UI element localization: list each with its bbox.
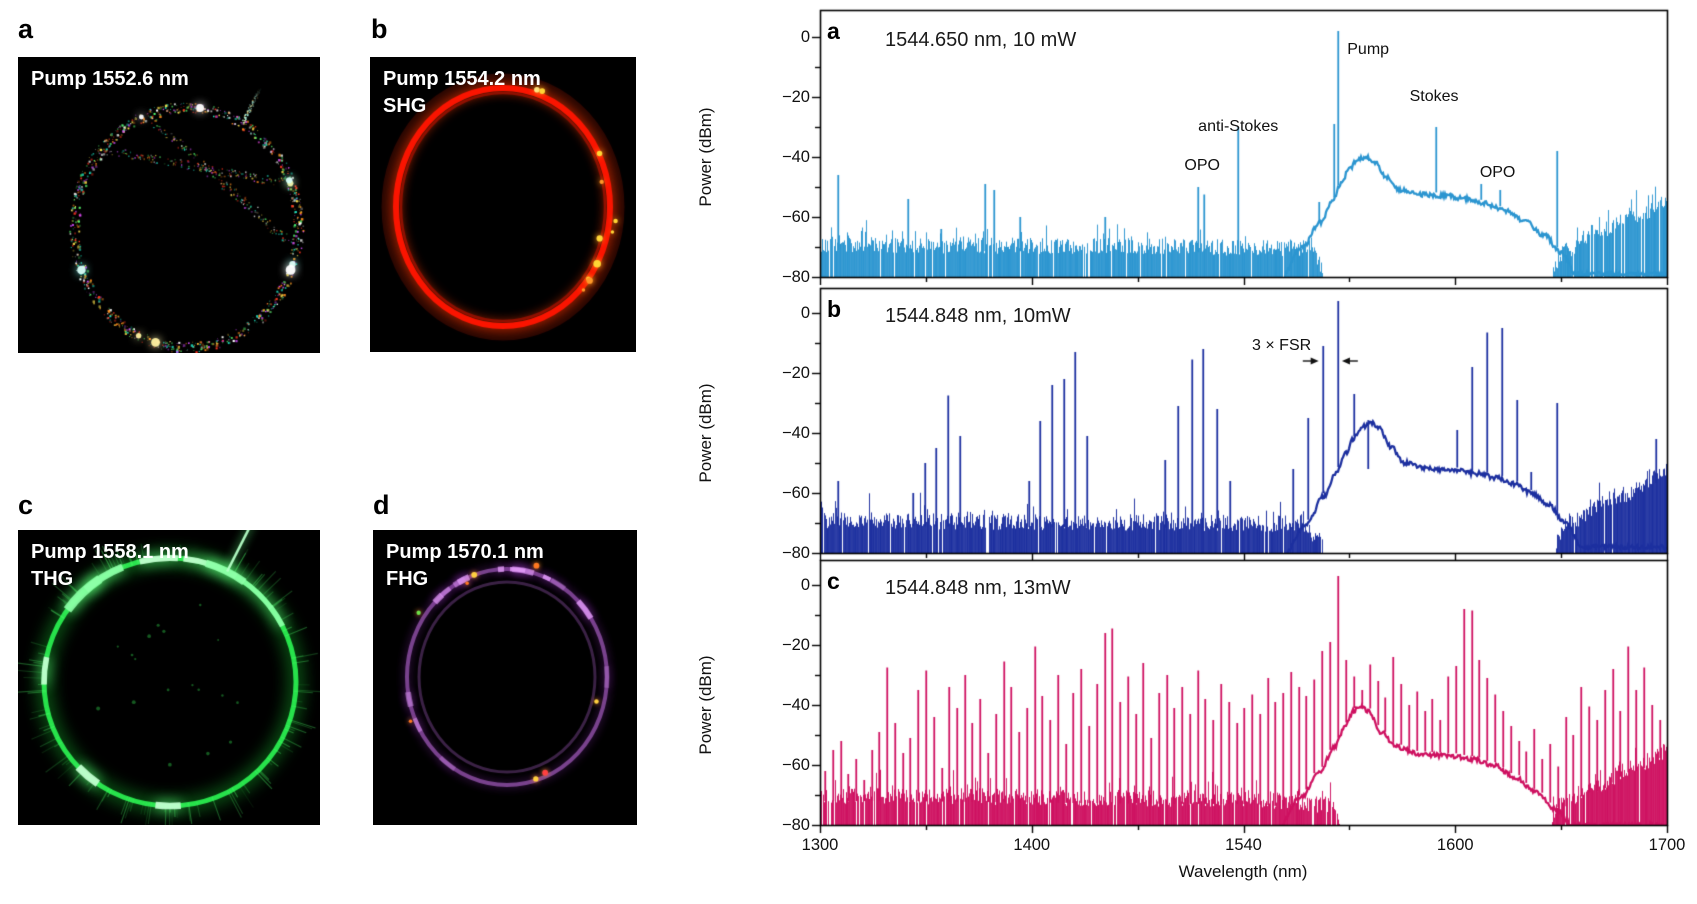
spectrum-panel-letter-a: a: [827, 18, 840, 44]
y-tick-label: −80: [782, 816, 810, 834]
spectrum-title-c: 1544.848 nm, 13mW: [885, 577, 1071, 599]
x-axis-label: Wavelength (nm): [1178, 862, 1308, 881]
spectrum-title-b: 1544.848 nm, 10mW: [885, 305, 1071, 327]
y-tick-label: 0: [800, 28, 810, 46]
y-tick-label: −20: [782, 88, 810, 106]
y-tick-label: −40: [782, 424, 810, 442]
y-tick-label: −40: [782, 696, 810, 714]
x-tick-label: 1700: [1648, 836, 1686, 854]
y-tick-label: −80: [782, 268, 810, 286]
spectrum-panel-letter-b: b: [827, 296, 842, 322]
y-axis-label-a: Power (dBm): [696, 107, 715, 207]
y-tick-label: −60: [782, 208, 810, 226]
y-axis-label-b: Power (dBm): [696, 383, 715, 483]
annotation-opo: OPO: [1479, 164, 1516, 181]
annotation-anti-stokes: anti-Stokes: [1198, 117, 1279, 135]
y-tick-label: 0: [800, 304, 810, 322]
y-tick-label: −60: [782, 484, 810, 502]
y-tick-label: 0: [800, 576, 810, 594]
annotation-pump: Pump: [1347, 41, 1390, 58]
annotation-opo: OPO: [1184, 156, 1220, 174]
spectrum-title-a: 1544.650 nm, 10 mW: [885, 29, 1077, 51]
annotation-stokes: Stokes: [1409, 87, 1459, 105]
spectrum-panel-letter-c: c: [827, 568, 840, 594]
y-tick-label: −40: [782, 148, 810, 166]
annotation-3-fsr: 3 × FSR: [1252, 336, 1312, 354]
x-tick-label: 1540: [1225, 836, 1262, 854]
y-tick-label: −20: [782, 364, 810, 382]
y-axis-label-c: Power (dBm): [696, 655, 715, 755]
y-tick-label: −80: [782, 544, 810, 562]
x-tick-label: 1300: [801, 836, 839, 854]
y-tick-label: −20: [782, 636, 810, 654]
x-tick-label: 1600: [1436, 836, 1474, 854]
y-tick-label: −60: [782, 756, 810, 774]
x-tick-label: 1400: [1013, 836, 1051, 854]
